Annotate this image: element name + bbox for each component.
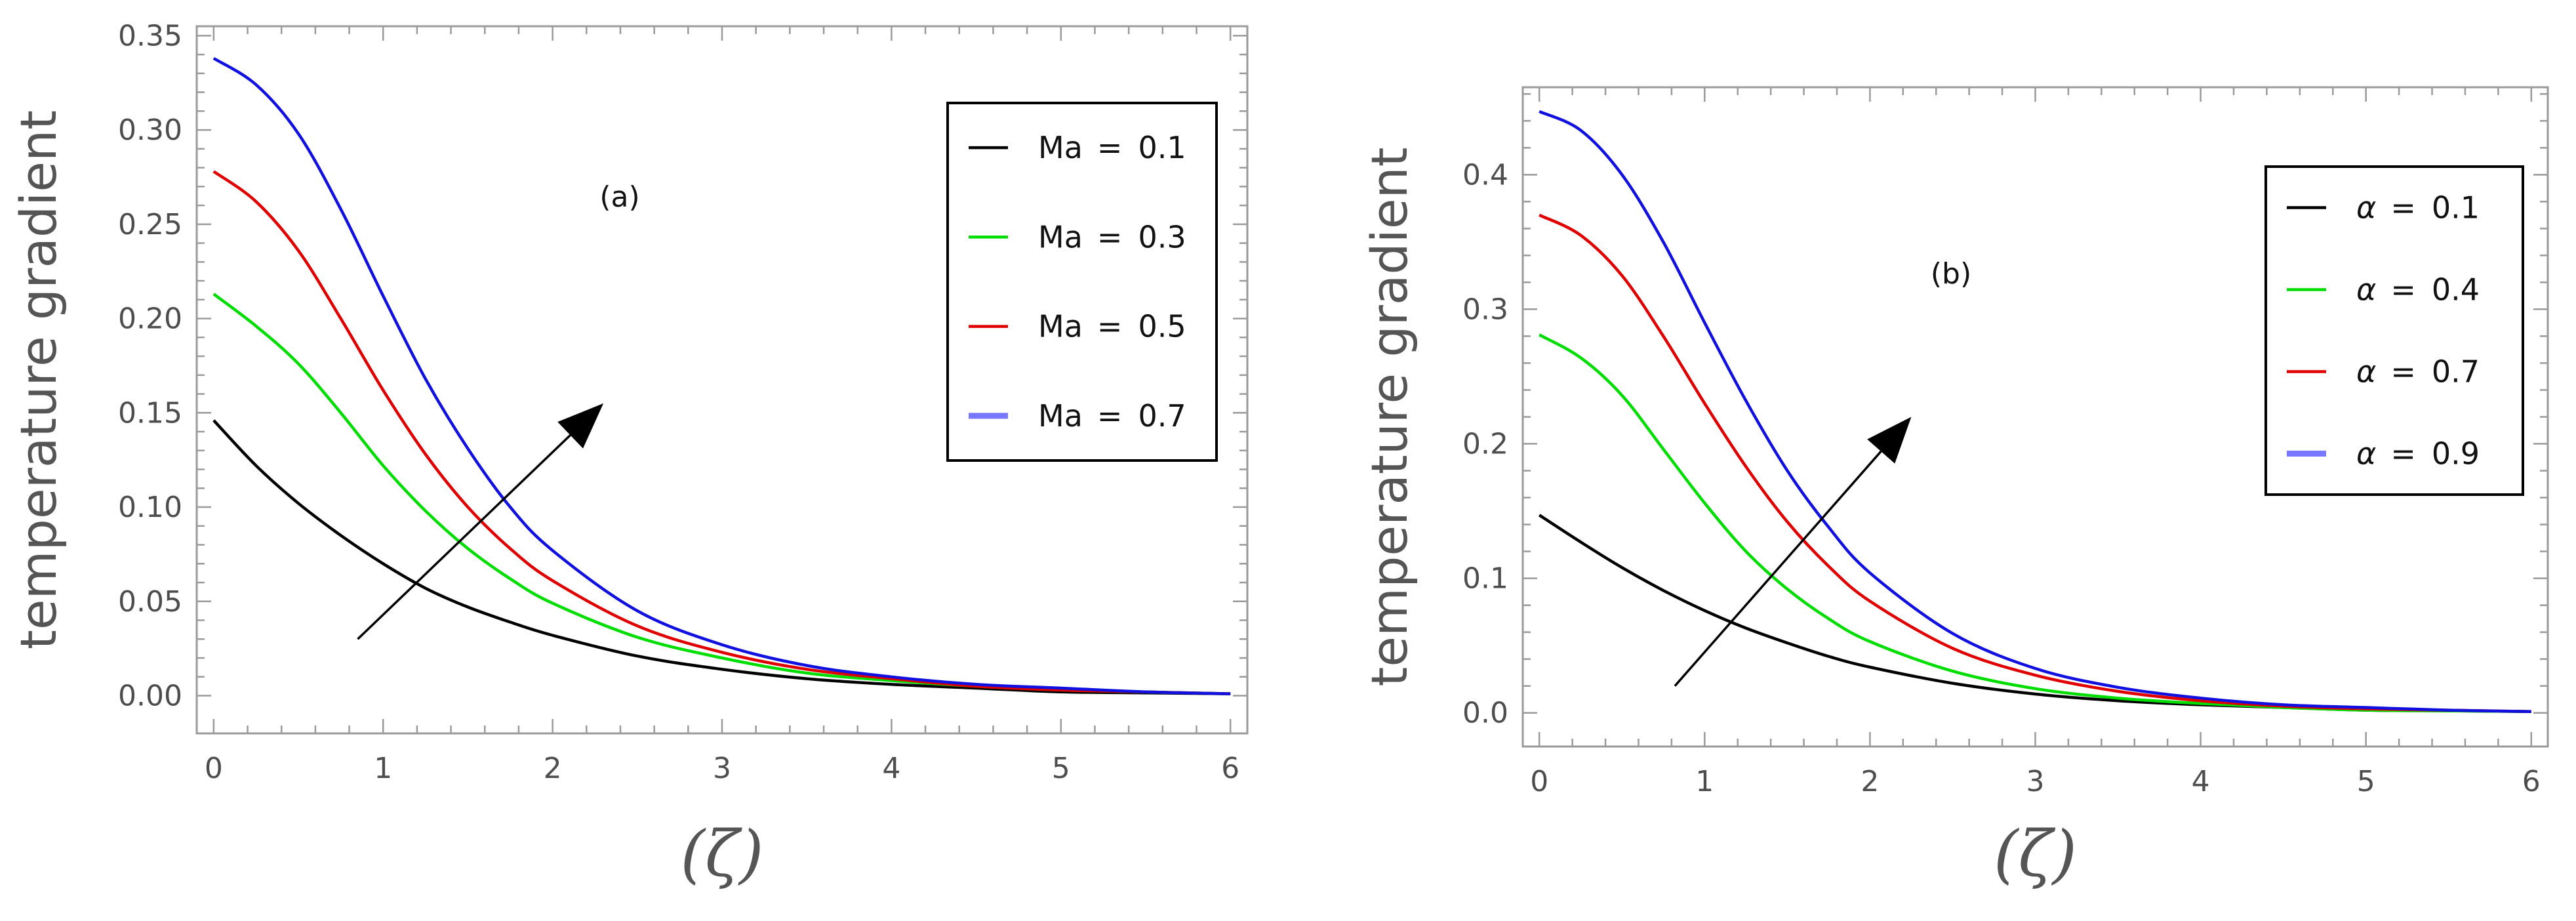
x-axis-label: (ζ) bbox=[1994, 817, 2077, 891]
y-tick-label: 0.00 bbox=[118, 680, 182, 713]
legend-param-name: α bbox=[2356, 272, 2376, 308]
legend-param-name: Ma bbox=[1038, 309, 1083, 344]
legend-value: 0.7 bbox=[1138, 398, 1186, 434]
y-tick-label: 0.10 bbox=[118, 491, 182, 524]
legend-equals: = bbox=[1097, 130, 1123, 165]
x-tick-label: 5 bbox=[1052, 752, 1070, 785]
legend-value: 0.3 bbox=[1138, 219, 1186, 255]
legend-param-name: Ma bbox=[1038, 130, 1083, 165]
series-line-3 bbox=[212, 170, 1231, 695]
legend-equals: = bbox=[1097, 219, 1123, 255]
y-tick-label: 0.25 bbox=[118, 208, 182, 241]
x-tick-label: 3 bbox=[713, 752, 731, 785]
x-tick-label: 0 bbox=[1530, 765, 1548, 798]
trend-arrow-head bbox=[1867, 417, 1912, 464]
y-tick-label: 0.30 bbox=[118, 113, 182, 147]
legend-value: 0.4 bbox=[2432, 272, 2480, 308]
legend-equals: = bbox=[2390, 436, 2416, 472]
legend-param-name: α bbox=[2356, 436, 2376, 472]
legend-param-name: Ma bbox=[1038, 398, 1083, 434]
y-axis-label: temperature gradient bbox=[9, 110, 68, 649]
legend-box bbox=[2264, 165, 2524, 496]
series-line-4 bbox=[1539, 110, 2531, 713]
legend-param-name: Ma bbox=[1038, 219, 1083, 255]
x-tick-label: 4 bbox=[2192, 765, 2210, 798]
x-tick-label: 2 bbox=[1861, 765, 1879, 798]
y-tick-label: 0.05 bbox=[118, 585, 182, 619]
x-tick-label: 5 bbox=[2357, 765, 2375, 798]
legend-value: 0.9 bbox=[2432, 436, 2480, 472]
legend-entry: Ma = 0.5 bbox=[1038, 309, 1186, 344]
legend-value: 0.7 bbox=[2432, 354, 2480, 390]
x-axis-label: (ζ) bbox=[681, 817, 764, 891]
legend-equals: = bbox=[1097, 309, 1123, 344]
legend-value: 0.5 bbox=[1138, 309, 1186, 344]
series-line-1 bbox=[212, 419, 1231, 695]
legend-equals: = bbox=[2390, 272, 2416, 308]
legend-param-name: α bbox=[2356, 190, 2376, 226]
y-tick-label: 0.0 bbox=[1462, 697, 1508, 730]
y-tick-label: 0.3 bbox=[1462, 293, 1508, 326]
x-tick-label: 4 bbox=[882, 752, 900, 785]
chart-panel-a: 0 1 2 3 4 5 6 0.00 0.05 0.10 0.15 0.20 0.25 0.30 0.35 t… bbox=[9, 19, 1249, 891]
x-tick-label: 0 bbox=[205, 752, 223, 785]
legend-entry: α = 0.9 bbox=[2356, 436, 2480, 472]
x-tick-label: 3 bbox=[2026, 765, 2045, 798]
y-tick-label: 0.4 bbox=[1462, 158, 1508, 192]
legend-value: 0.1 bbox=[1138, 130, 1186, 165]
legend-value: 0.1 bbox=[2432, 190, 2480, 226]
x-tick-label: 1 bbox=[1695, 765, 1714, 798]
legend-param-name: α bbox=[2356, 354, 2376, 390]
x-tick-label: 2 bbox=[544, 752, 562, 785]
trend-arrow-head bbox=[557, 403, 604, 449]
y-tick-label: 0.2 bbox=[1462, 428, 1508, 461]
trend-arrow-shaft bbox=[357, 434, 571, 640]
x-tick-label: 1 bbox=[374, 752, 392, 785]
trend-arrow-shaft bbox=[1674, 450, 1882, 687]
y-tick-label: 0.1 bbox=[1462, 562, 1508, 596]
y-tick-label: 0.35 bbox=[118, 19, 182, 52]
legend-entry: Ma = 0.7 bbox=[1038, 398, 1186, 434]
chart-panel-b: 0 1 2 3 4 5 6 0.0 0.1 0.2 0.3 0.4 temperature gradie… bbox=[1360, 86, 2549, 891]
legend: Ma = 0.1 Ma = 0.3 Ma = 0.5 Ma = 0.7 bbox=[946, 102, 1218, 462]
legend-entry: Ma = 0.1 bbox=[1038, 130, 1186, 165]
x-tick-label: 6 bbox=[1221, 752, 1239, 785]
panel-annotation: (a) bbox=[599, 180, 639, 214]
legend: α = 0.1 α = 0.4 α = 0.7 α = 0.9 bbox=[2264, 165, 2524, 496]
legend-entry: α = 0.7 bbox=[2356, 354, 2480, 390]
y-axis-label: temperature gradient bbox=[1360, 147, 1419, 686]
legend-equals: = bbox=[2390, 354, 2416, 390]
y-tick-label: 0.20 bbox=[118, 302, 182, 336]
panel-annotation: (b) bbox=[1931, 257, 1971, 291]
legend-box bbox=[946, 102, 1218, 462]
x-tick-label: 6 bbox=[2522, 765, 2541, 798]
legend-entry: Ma = 0.3 bbox=[1038, 219, 1186, 255]
legend-equals: = bbox=[1097, 398, 1123, 434]
y-tick-label: 0.15 bbox=[118, 396, 182, 430]
legend-entry: α = 0.1 bbox=[2356, 190, 2480, 226]
series-line-4 bbox=[212, 56, 1231, 695]
legend-entry: α = 0.4 bbox=[2356, 272, 2480, 308]
legend-equals: = bbox=[2390, 190, 2416, 226]
